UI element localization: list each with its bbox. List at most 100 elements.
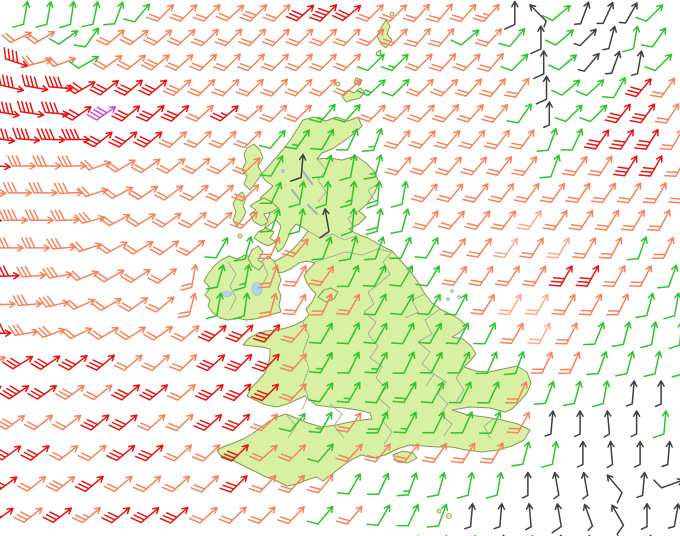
wind-barb — [384, 156, 412, 176]
wind-barb — [603, 410, 612, 438]
wind-barb — [306, 443, 334, 463]
wind-barb — [439, 238, 467, 258]
wind-barb — [437, 210, 465, 230]
wind-barb — [147, 268, 177, 284]
wind-barb — [403, 27, 431, 48]
wind-barb — [363, 322, 388, 345]
wind-barb — [558, 351, 581, 375]
wind-barb — [284, 53, 313, 72]
wind-barb — [481, 103, 509, 123]
wind-barb — [644, 53, 673, 72]
wind-barb — [638, 155, 663, 177]
wind-barb — [602, 25, 618, 51]
wind-barb — [366, 180, 383, 209]
wind-barb — [284, 129, 310, 150]
wind-barb — [12, 0, 31, 28]
wind-barb — [601, 76, 626, 99]
wind-barb — [525, 502, 534, 531]
wind-barb — [470, 293, 495, 316]
wind-barb — [74, 475, 104, 493]
wind-barb — [404, 53, 433, 72]
wind-barb — [130, 158, 161, 174]
wind-barb — [606, 440, 615, 469]
wind-barb — [308, 53, 337, 72]
wind-barb — [361, 127, 384, 153]
wind-barb — [235, 78, 264, 97]
wind-barb — [77, 186, 109, 198]
wind-barb — [464, 502, 476, 530]
great-britain — [216, 116, 532, 487]
wind-barb — [260, 78, 289, 97]
wind-barb — [521, 471, 532, 499]
wind-barb — [197, 324, 227, 342]
wind-barb — [402, 3, 430, 23]
wind-barb — [83, 131, 113, 148]
wind-barb — [85, 354, 116, 371]
wind-barb — [430, 78, 459, 97]
wind-barb — [476, 381, 500, 404]
wind-barb — [219, 475, 248, 493]
wind-barb — [381, 78, 410, 97]
wind-barb — [166, 29, 196, 46]
wind-barb — [164, 53, 194, 71]
wind-barb — [428, 53, 457, 72]
wind-barb — [338, 236, 359, 262]
wind-barb — [410, 183, 438, 203]
wind-barb — [113, 354, 143, 371]
wind-barb — [0, 385, 2, 390]
wind-barb — [552, 471, 560, 500]
wind-barb — [366, 472, 390, 496]
wind-barb — [233, 130, 262, 149]
wind-barb — [449, 3, 477, 23]
wind-barb — [554, 104, 583, 123]
wind-barb — [524, 293, 549, 316]
wind-barb — [261, 28, 290, 47]
wind-barb — [138, 79, 168, 96]
wind-barb — [416, 293, 441, 316]
lough-neagh — [251, 282, 263, 296]
wind-barb — [16, 476, 47, 492]
wind-barb — [335, 412, 362, 433]
wind-barb — [536, 127, 558, 153]
wind-barb — [492, 237, 518, 259]
wind-barb — [141, 354, 170, 372]
wind-barb — [192, 4, 221, 22]
wind-barb — [635, 4, 664, 22]
wind-barb — [667, 503, 680, 529]
wind-barb — [92, 55, 123, 70]
wind-barb — [74, 211, 106, 224]
wind-barb — [497, 293, 522, 316]
wind-barb — [231, 184, 260, 202]
wind-barb — [412, 210, 439, 231]
wind-barb — [468, 265, 494, 287]
wind-barb — [454, 78, 483, 97]
wind-barb — [427, 27, 455, 48]
wind-barb — [59, 0, 77, 29]
wind-barb — [431, 104, 460, 123]
loch-ness — [300, 168, 314, 186]
wind-barb — [180, 263, 199, 291]
wind-barb — [456, 104, 484, 123]
wind-barb — [249, 444, 278, 462]
wind-barb — [277, 506, 305, 525]
wind-barb — [284, 78, 313, 97]
wind-barb — [36, 128, 66, 144]
wind-barb — [604, 103, 631, 124]
wind-barb — [146, 4, 175, 22]
wind-barb — [622, 25, 641, 53]
border-gloucester — [369, 357, 387, 399]
wind-barb — [45, 56, 77, 68]
wind-barb — [128, 185, 159, 201]
wind-barb — [65, 81, 96, 95]
wind-barb — [503, 77, 530, 98]
border-central-belt — [307, 230, 357, 241]
wind-barb — [151, 212, 182, 228]
wind-barb — [479, 78, 507, 98]
wind-barb — [153, 185, 184, 201]
wind-barb — [456, 471, 475, 499]
wind-barb — [561, 155, 588, 177]
orkney-west-isle — [335, 81, 341, 87]
wind-barb — [123, 3, 151, 23]
wind-barb — [282, 265, 307, 287]
